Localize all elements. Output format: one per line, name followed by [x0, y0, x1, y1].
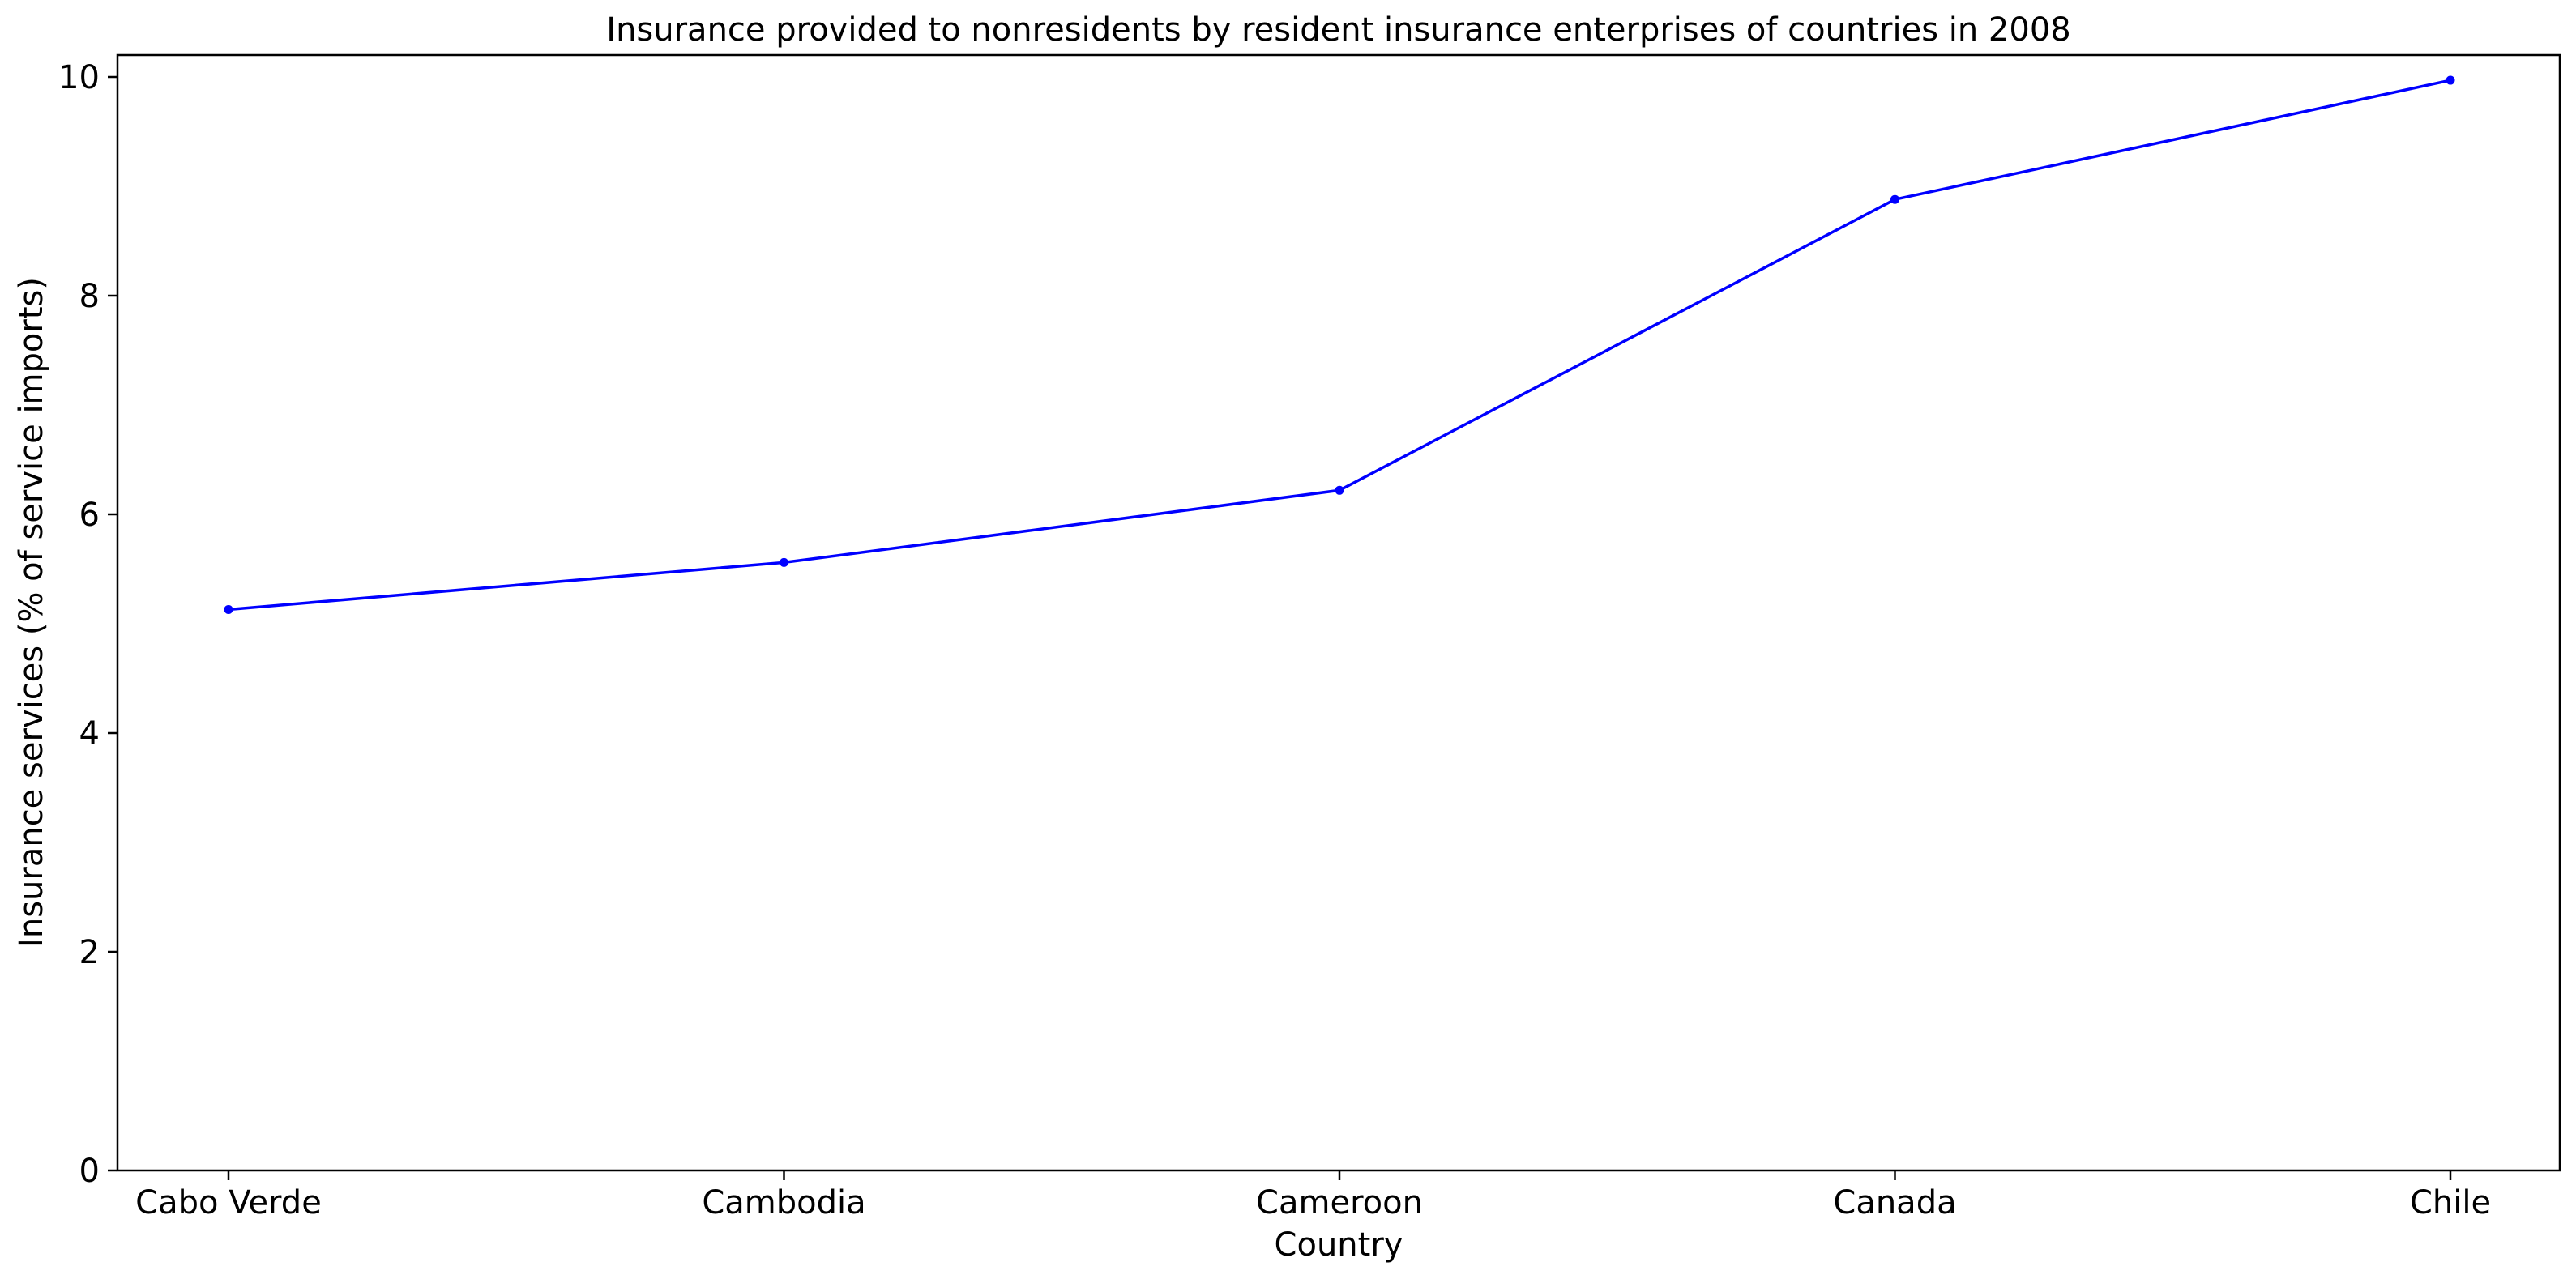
data-point-cambodia — [780, 557, 788, 567]
x-tick-label: Canada — [1833, 1184, 1956, 1221]
data-point-cameroon — [1335, 485, 1344, 495]
y-axis-label: Insurance services (% of service imports… — [13, 277, 50, 948]
data-point-cabo-verde — [224, 604, 233, 614]
y-tick-label: 6 — [79, 497, 100, 534]
x-tick-label: Cameroon — [1256, 1184, 1423, 1221]
chart-title: Insurance provided to nonresidents by re… — [606, 11, 2070, 49]
y-tick-label: 0 — [79, 1153, 100, 1190]
series-line — [228, 79, 2451, 612]
data-point-canada — [1890, 194, 1899, 204]
x-axis-label: Country — [1275, 1226, 1403, 1264]
y-axis: 0 2 4 6 8 10 — [58, 59, 117, 1190]
data-point-chile — [2446, 75, 2455, 85]
x-tick-label: Chile — [2410, 1184, 2491, 1221]
series-layer — [224, 75, 2455, 614]
plot-area — [116, 53, 2561, 1172]
y-tick-label: 8 — [79, 278, 100, 315]
x-tick-label: Cambodia — [702, 1184, 865, 1221]
y-tick-label: 10 — [58, 59, 100, 96]
y-tick-label: 4 — [79, 715, 100, 752]
x-axis: Cabo Verde Cambodia Cameroon Canada Chile — [135, 1170, 2491, 1221]
x-tick-label: Cabo Verde — [135, 1184, 322, 1221]
y-tick-label: 2 — [79, 934, 100, 971]
